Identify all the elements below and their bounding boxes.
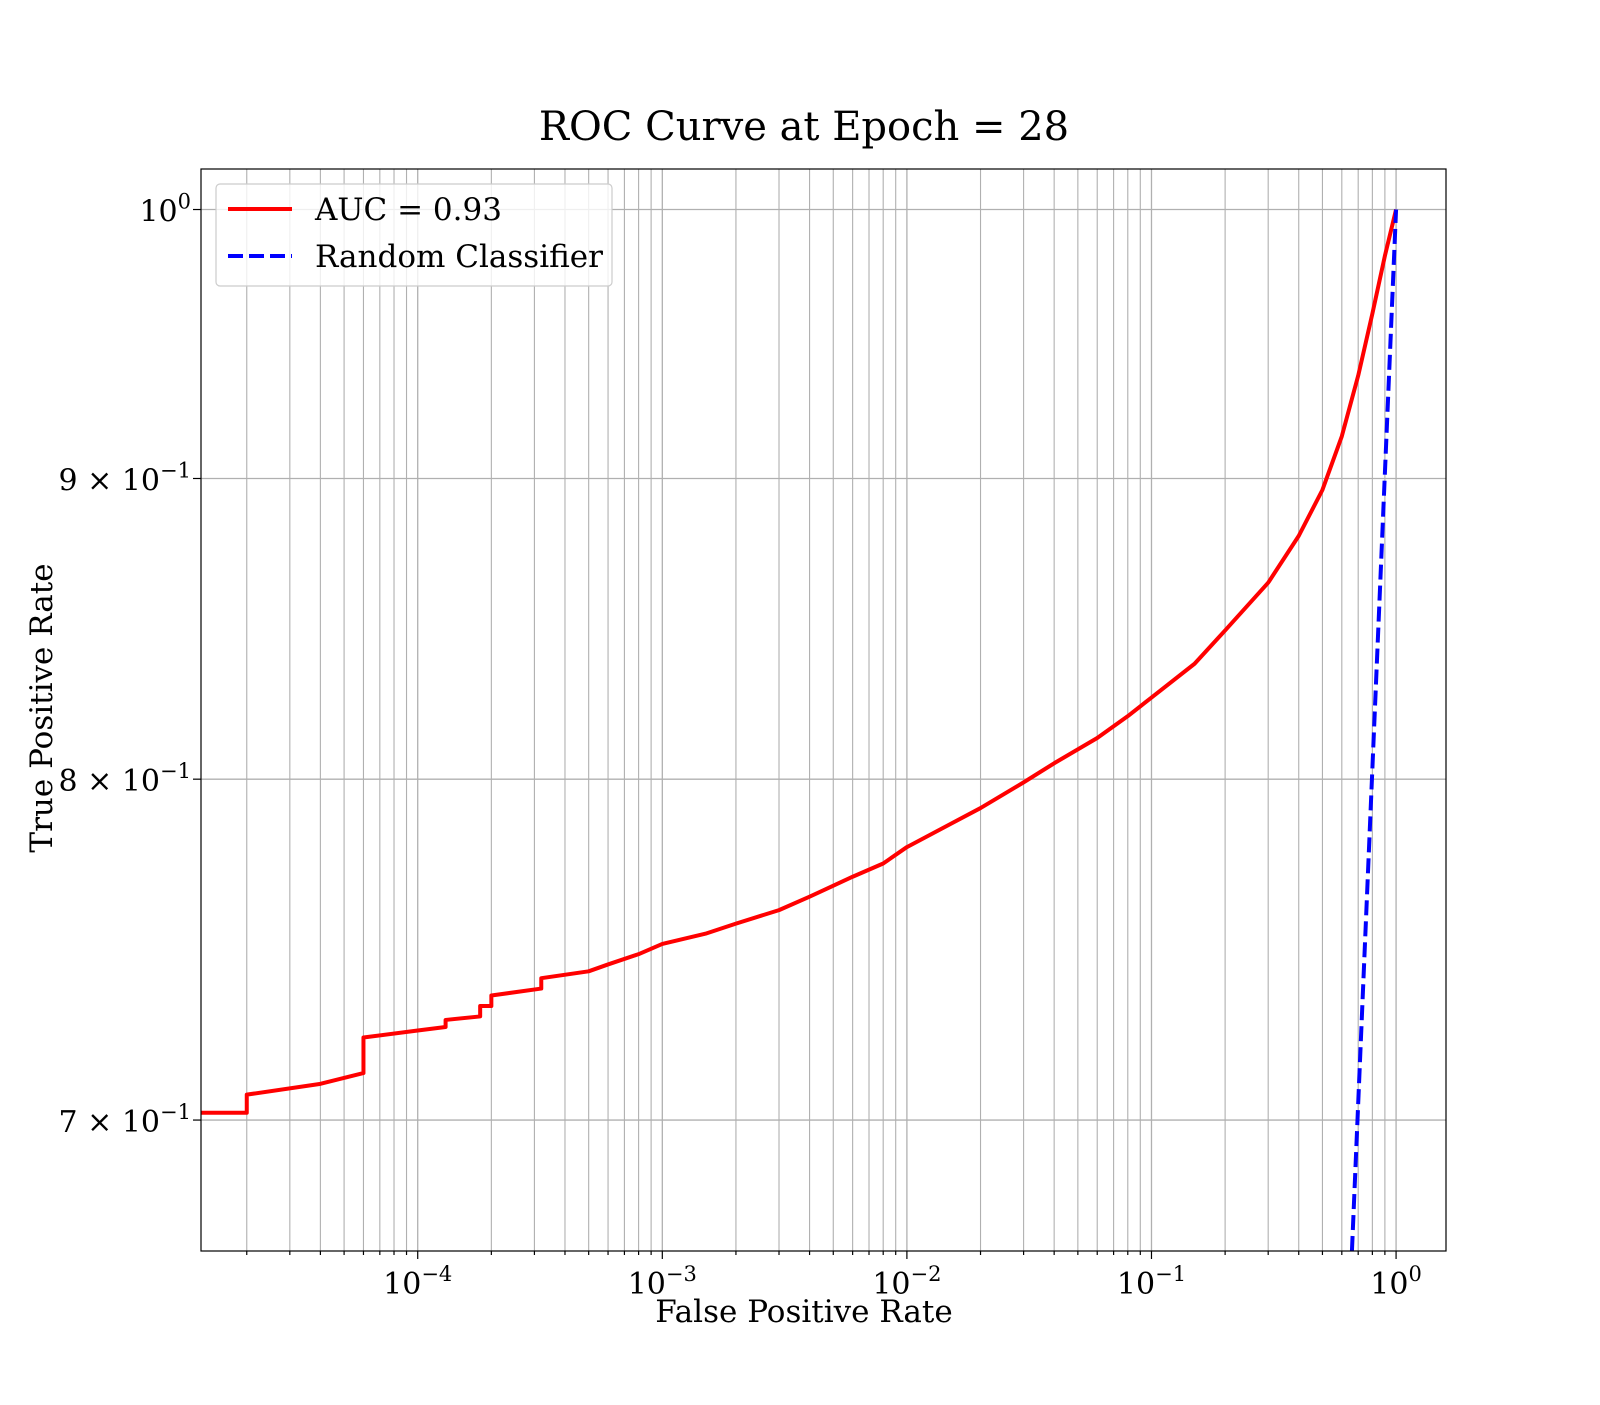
legend-label-auc: AUC = 0.93 — [314, 192, 502, 228]
legend: AUC = 0.93 Random Classifier — [215, 183, 613, 287]
legend-label-random: Random Classifier — [315, 239, 603, 275]
x-tick-label: 10−4 — [383, 1262, 452, 1302]
x-tick-label: 100 — [1370, 1262, 1422, 1302]
plot-frame — [200, 168, 1447, 1252]
x-axis-label: False Positive Rate — [655, 1294, 952, 1330]
tick-marks — [193, 208, 1397, 1259]
grid-lines — [201, 169, 1446, 1251]
tick-labels: 10−4 10−3 10−2 10−1 100 7 × 10−1 8 × 10−1 9 × 1… — [59, 190, 1422, 1302]
y-tick-label: 7 × 10−1 — [59, 1100, 191, 1140]
x-tick-label: 10−3 — [628, 1262, 697, 1302]
y-tick-label: 8 × 10−1 — [59, 759, 191, 799]
legend-box — [215, 183, 613, 287]
y-tick-label: 9 × 10−1 — [59, 458, 191, 498]
random-classifier-line — [1349, 209, 1399, 1251]
x-tick-label: 10−2 — [872, 1262, 941, 1302]
y-axis-label: True Positive Rate — [24, 563, 60, 852]
roc-curve-line — [201, 209, 1399, 1115]
series-lines — [201, 209, 1399, 1251]
x-tick-label: 10−1 — [1117, 1262, 1186, 1302]
y-tick-label: 100 — [139, 190, 191, 230]
chart-title: ROC Curve at Epoch = 28 — [539, 104, 1069, 150]
